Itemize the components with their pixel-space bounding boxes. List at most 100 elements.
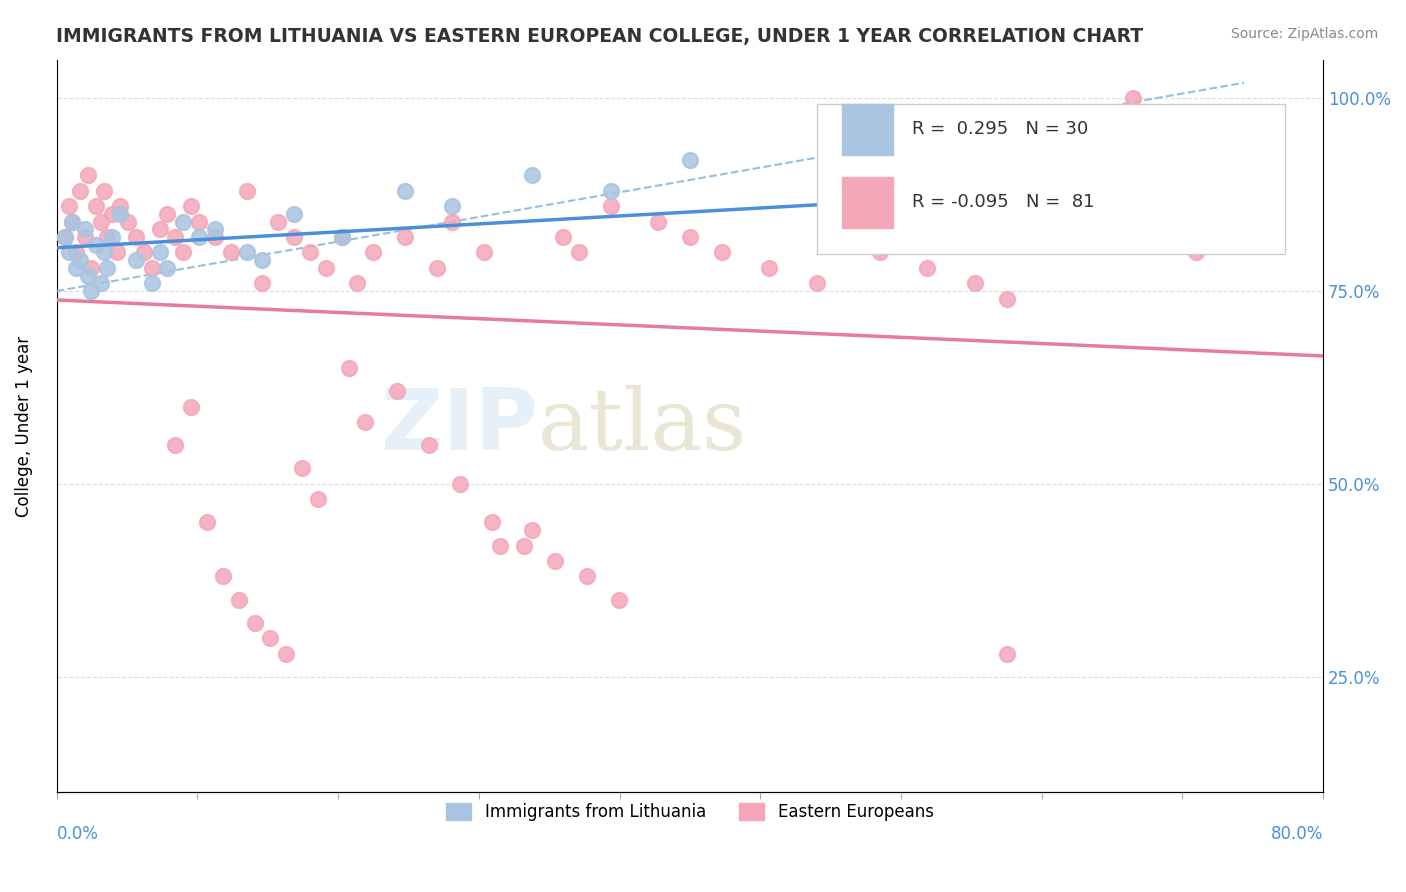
FancyBboxPatch shape — [842, 103, 893, 155]
Point — [1185, 245, 1208, 260]
Point — [1153, 230, 1175, 244]
FancyBboxPatch shape — [817, 103, 1285, 254]
Point — [307, 492, 329, 507]
Point — [426, 260, 449, 275]
FancyBboxPatch shape — [842, 177, 893, 228]
Point — [354, 415, 377, 429]
Point — [180, 400, 202, 414]
Point — [141, 260, 163, 275]
Point — [125, 230, 148, 244]
Point — [69, 184, 91, 198]
Point — [441, 199, 464, 213]
Point — [315, 260, 337, 275]
Point — [243, 615, 266, 630]
Point — [77, 268, 100, 283]
Point — [188, 214, 211, 228]
Point — [53, 230, 76, 244]
Point — [1074, 106, 1097, 120]
Point — [75, 222, 97, 236]
Point — [188, 230, 211, 244]
Y-axis label: College, Under 1 year: College, Under 1 year — [15, 335, 32, 516]
Point — [544, 554, 567, 568]
Point — [148, 245, 170, 260]
Point — [62, 214, 84, 228]
Point — [806, 277, 828, 291]
Point — [105, 245, 128, 260]
Point — [53, 230, 76, 244]
Point — [65, 245, 87, 260]
Point — [283, 207, 305, 221]
Point — [394, 184, 416, 198]
Point — [235, 245, 257, 260]
Point — [69, 253, 91, 268]
Point — [1122, 91, 1144, 105]
Point — [679, 153, 702, 167]
Point — [418, 438, 440, 452]
Point — [93, 184, 115, 198]
Point — [195, 516, 218, 530]
Point — [869, 245, 891, 260]
Point — [599, 199, 621, 213]
Point — [93, 245, 115, 260]
Point — [449, 476, 471, 491]
Text: atlas: atlas — [538, 384, 747, 467]
Point — [172, 214, 194, 228]
Point — [472, 245, 495, 260]
Point — [599, 184, 621, 198]
Point — [96, 260, 118, 275]
Point — [252, 253, 274, 268]
Point — [90, 277, 112, 291]
Point — [995, 647, 1018, 661]
Point — [141, 277, 163, 291]
Point — [361, 245, 384, 260]
Point — [339, 361, 361, 376]
Point — [211, 569, 233, 583]
Point — [108, 199, 131, 213]
Point — [520, 523, 543, 537]
Point — [330, 230, 353, 244]
Point — [441, 214, 464, 228]
Point — [394, 230, 416, 244]
Point — [276, 647, 298, 661]
Point — [58, 199, 80, 213]
Text: IMMIGRANTS FROM LITHUANIA VS EASTERN EUROPEAN COLLEGE, UNDER 1 YEAR CORRELATION : IMMIGRANTS FROM LITHUANIA VS EASTERN EUR… — [56, 27, 1143, 45]
Point — [1026, 122, 1049, 136]
Point — [77, 169, 100, 183]
Point — [291, 461, 314, 475]
Point — [710, 245, 733, 260]
Point — [679, 230, 702, 244]
Text: 0.0%: 0.0% — [56, 825, 98, 844]
Point — [512, 539, 534, 553]
Point — [219, 245, 242, 260]
Point — [267, 214, 290, 228]
Point — [330, 230, 353, 244]
Point — [165, 438, 187, 452]
Point — [180, 199, 202, 213]
Point — [65, 260, 87, 275]
Point — [84, 237, 107, 252]
Point — [165, 230, 187, 244]
Point — [80, 260, 103, 275]
Point — [101, 207, 124, 221]
Point — [204, 222, 226, 236]
Point — [647, 214, 669, 228]
Point — [995, 292, 1018, 306]
Text: R = -0.095   N =  81: R = -0.095 N = 81 — [911, 194, 1094, 211]
Point — [172, 245, 194, 260]
Point — [117, 214, 139, 228]
Point — [156, 260, 179, 275]
Point — [125, 253, 148, 268]
Point — [963, 277, 986, 291]
Text: R =  0.295   N = 30: R = 0.295 N = 30 — [911, 120, 1088, 138]
Point — [132, 245, 155, 260]
Point — [917, 260, 939, 275]
Text: Source: ZipAtlas.com: Source: ZipAtlas.com — [1230, 27, 1378, 41]
Point — [204, 230, 226, 244]
Point — [90, 214, 112, 228]
Point — [489, 539, 512, 553]
Point — [481, 516, 503, 530]
Text: 80.0%: 80.0% — [1271, 825, 1323, 844]
Text: ZIP: ZIP — [380, 384, 538, 467]
Point — [80, 284, 103, 298]
Point — [283, 230, 305, 244]
